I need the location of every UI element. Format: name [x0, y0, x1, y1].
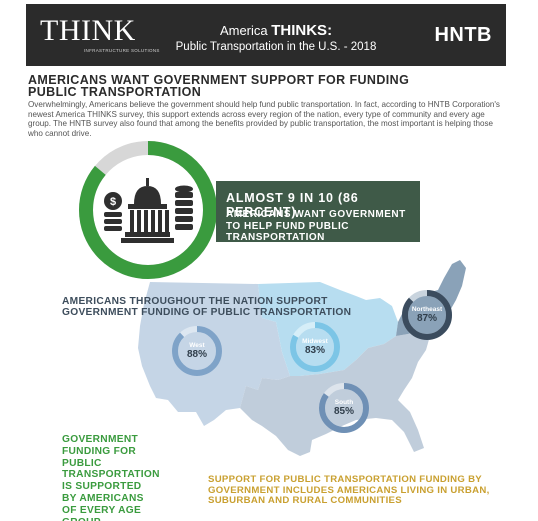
region-west-shape	[138, 282, 290, 426]
region-name: West	[189, 342, 205, 349]
region-south-shape	[240, 330, 430, 456]
region-label-midwest: Midwest 83%	[293, 338, 337, 356]
headline: AMERICANS WANT GOVERNMENT SUPPORT FOR FU…	[28, 73, 410, 99]
region-percent: 85%	[333, 406, 354, 417]
region-name: Midwest	[302, 338, 328, 345]
highlight-panel: ALMOST 9 IN 10 (86 PERCENT) AMERICANS WA…	[216, 181, 420, 243]
highlight-small-text: AMERICANS WANT GOVERNMENT TO HELP FUND P…	[226, 209, 406, 243]
coin-stack-icon	[175, 185, 193, 230]
highlight-big-text: ALMOST 9 IN 10 (86 PERCENT)	[226, 191, 359, 219]
region-percent: 87%	[416, 313, 437, 324]
header-title: America THINKS: Public Transportation in…	[166, 22, 386, 53]
region-label-west: West 88%	[176, 342, 218, 360]
svg-text:$: $	[110, 196, 116, 208]
age-group-text: GOVERNMENT FUNDING FOR PUBLIC TRANSPORTA…	[62, 434, 160, 521]
title-brand: THINKS:	[271, 22, 333, 39]
think-logo: THINK	[40, 14, 136, 47]
header-banner: THINK INFRASTRUCTURE SOLUTIONS America T…	[26, 4, 506, 66]
capitol-building-icon	[121, 178, 174, 243]
region-name: South	[334, 399, 354, 406]
region-label-south: South 85%	[324, 399, 364, 417]
community-text: SUPPORT FOR PUBLIC TRANSPORTATION FUNDIN…	[208, 474, 490, 507]
hntb-logo: HNTB	[434, 24, 492, 46]
region-percent: 83%	[304, 345, 325, 356]
region-label-northeast: Northeast 87%	[403, 306, 451, 324]
think-logo-subtext: INFRASTRUCTURE SOLUTIONS	[84, 48, 160, 53]
region-percent: 88%	[186, 349, 207, 360]
support-ring-progress	[79, 141, 217, 279]
region-ring-progress-south	[319, 383, 369, 433]
title-prefix: America	[219, 23, 272, 38]
intro-paragraph: Overwhelmingly, Americans believe the go…	[28, 100, 500, 138]
region-ring-progress-west	[172, 326, 222, 376]
header-subtitle: Public Transportation in the U.S. - 2018	[175, 41, 377, 53]
region-name: Northeast	[411, 306, 443, 313]
nation-heading: AMERICANS THROUGHOUT THE NATION SUPPORT …	[62, 296, 352, 318]
region-ring-progress-northeast	[402, 290, 452, 340]
money-bag-icon: $	[104, 192, 122, 231]
region-ring-progress-midwest	[290, 322, 340, 372]
